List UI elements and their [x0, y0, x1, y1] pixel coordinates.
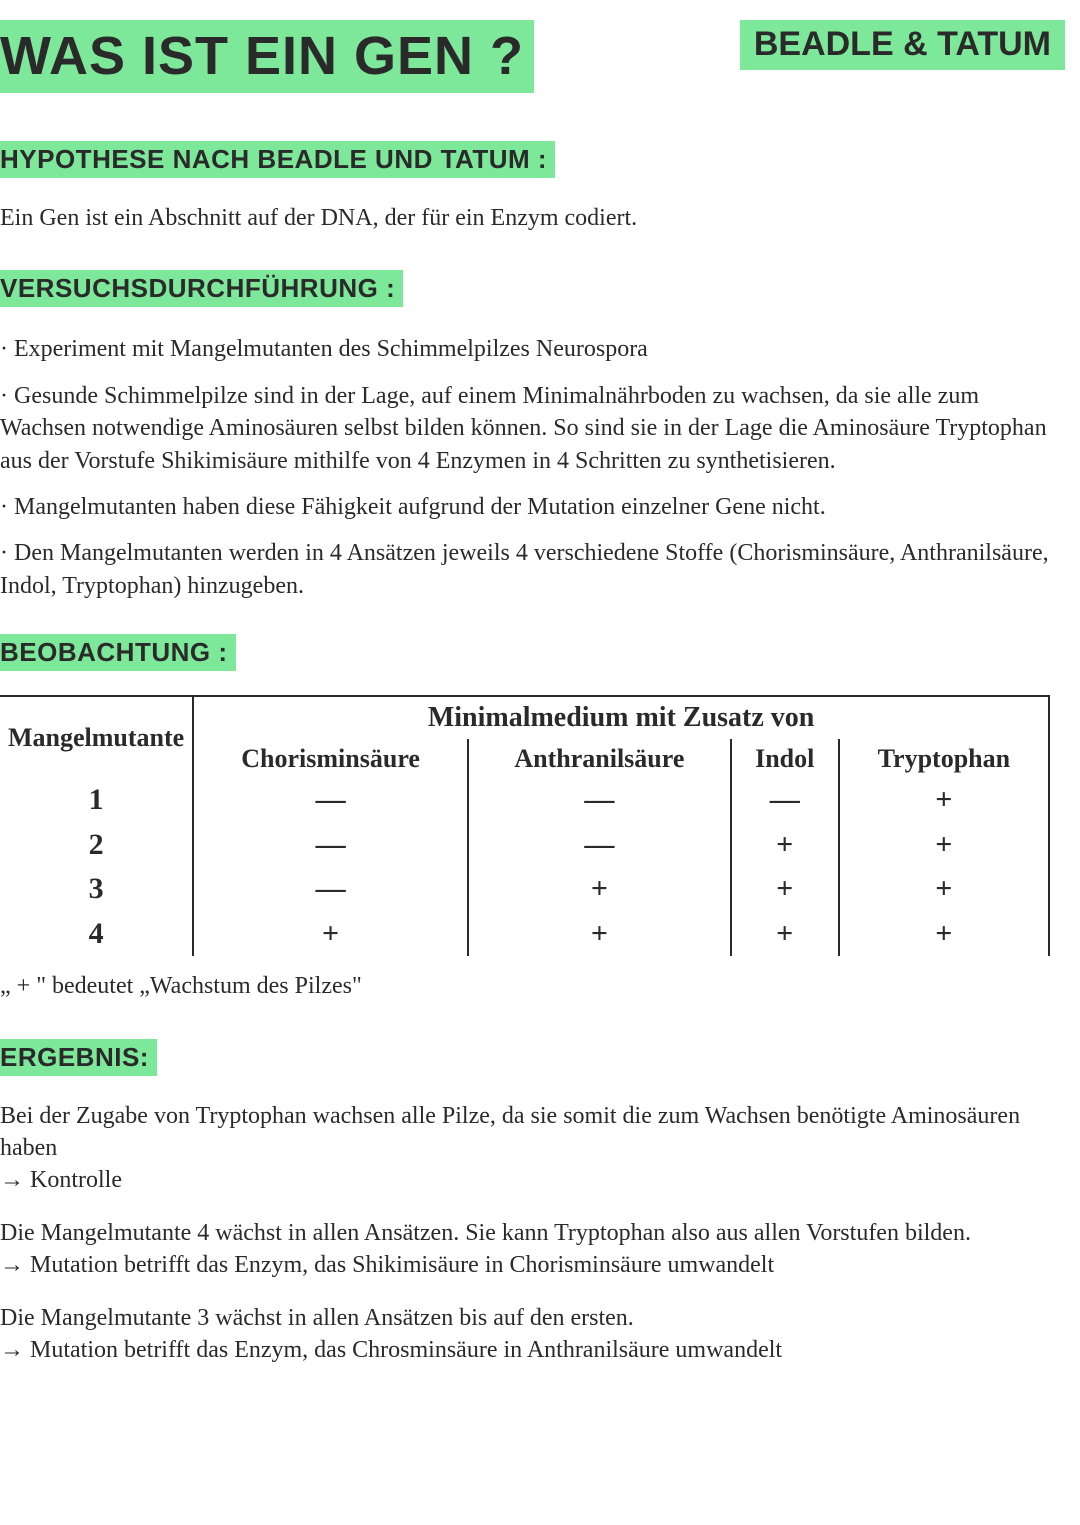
procedure-bullet: · Gesunde Schimmelpilze sind in der Lage…	[0, 380, 1065, 477]
procedure-bullet: · Den Mangelmutanten werden in 4 Ansätze…	[0, 537, 1065, 602]
cell: —	[468, 778, 731, 823]
table-row: 2 — — + +	[0, 823, 1049, 868]
row-label: 3	[0, 867, 193, 912]
cell: —	[468, 823, 731, 868]
table-row: 3 — + + +	[0, 867, 1049, 912]
cell: +	[731, 867, 839, 912]
procedure-bullet: · Experiment mit Mangelmutanten des Schi…	[0, 333, 1065, 365]
row-label: 2	[0, 823, 193, 868]
cell: —	[193, 867, 468, 912]
result-block: Die Mangelmutante 3 wächst in allen Ansä…	[0, 1302, 1065, 1367]
table-col-3: Tryptophan	[839, 739, 1049, 778]
cell: +	[731, 823, 839, 868]
cell: +	[839, 867, 1049, 912]
table-legend: „ + " bedeutet „Wachstum des Pilzes"	[0, 970, 1065, 1002]
table-superheader: Minimalmedium mit Zusatz von	[193, 696, 1049, 739]
cell: —	[193, 778, 468, 823]
heading-result: ERGEBNIS:	[0, 1039, 157, 1076]
cell: —	[731, 778, 839, 823]
cell: +	[839, 912, 1049, 957]
cell: +	[839, 823, 1049, 868]
heading-observation: BEOBACHTUNG :	[0, 634, 236, 671]
table-row: 4 + + + +	[0, 912, 1049, 957]
row-label: 4	[0, 912, 193, 957]
table-col-1: Anthranilsäure	[468, 739, 731, 778]
cell: +	[839, 778, 1049, 823]
table-row: 1 — — — +	[0, 778, 1049, 823]
cell: +	[468, 867, 731, 912]
result-block: Bei der Zugabe von Tryptophan wachsen al…	[0, 1100, 1065, 1197]
hypothesis-text: Ein Gen ist ein Abschnitt auf der DNA, d…	[0, 202, 1065, 234]
page-title: WAS IST EIN GEN ?	[0, 20, 534, 93]
cell: +	[193, 912, 468, 957]
cell: +	[731, 912, 839, 957]
heading-procedure: VERSUCHSDURCHFÜHRUNG :	[0, 270, 403, 307]
row-label: 1	[0, 778, 193, 823]
heading-hypothesis: HYPOTHESE NACH BEADLE UND TATUM :	[0, 141, 555, 178]
table-col-0: Chorisminsäure	[193, 739, 468, 778]
result-block: Die Mangelmutante 4 wächst in allen Ansä…	[0, 1217, 1065, 1282]
table-rowheader-title: Mangelmutante	[0, 696, 193, 778]
procedure-bullet: · Mangelmutanten haben diese Fähigkeit a…	[0, 491, 1065, 523]
page-subtitle: BEADLE & TATUM	[740, 20, 1065, 70]
observation-table: Mangelmutante Minimalmedium mit Zusatz v…	[0, 695, 1050, 956]
cell: +	[468, 912, 731, 957]
cell: —	[193, 823, 468, 868]
table-col-2: Indol	[731, 739, 839, 778]
